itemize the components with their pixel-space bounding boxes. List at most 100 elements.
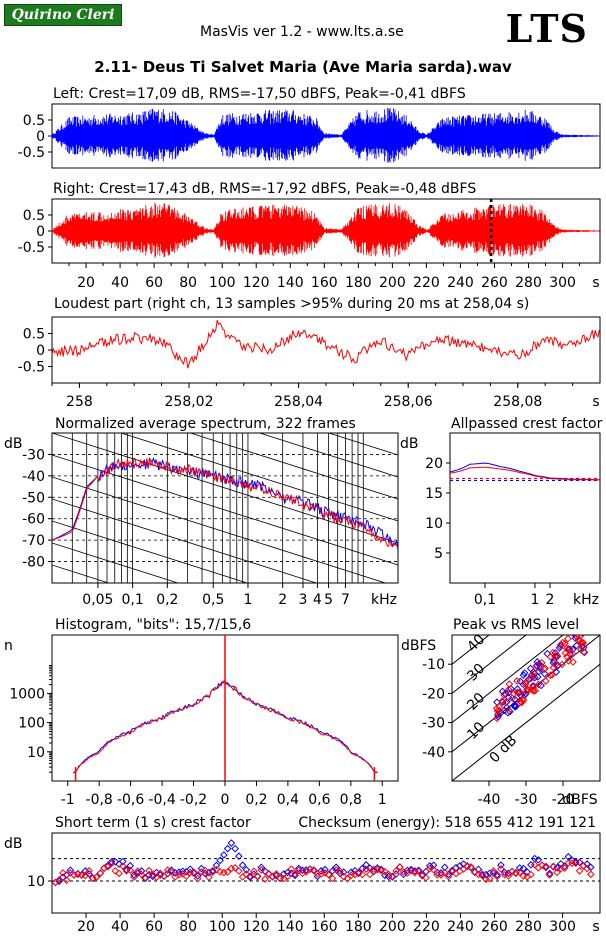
shortcrest-point — [583, 864, 591, 873]
shortcrest-point — [96, 869, 105, 878]
histogram-ylabel: n — [4, 638, 13, 654]
spectrum-xtick-label: 3 — [299, 592, 308, 608]
shortcrest-point — [115, 869, 123, 878]
shortcrest-point — [515, 868, 524, 877]
shortcrest-point — [238, 873, 247, 881]
peakrms-crest-line — [452, 663, 600, 781]
spectrum-xtick-label: 2 — [278, 592, 287, 608]
loudest-xtick-label: 258,04 — [274, 394, 323, 410]
histogram-xtick-label: 0 — [221, 792, 230, 808]
shortcrest-point — [62, 876, 71, 885]
shortcrest-point — [283, 872, 292, 881]
spectrum-series-left — [52, 456, 398, 550]
shortcrest-point — [564, 852, 573, 861]
shortcrest-point — [384, 870, 393, 879]
peakrms-point — [521, 678, 530, 687]
shortcrest-point — [104, 862, 112, 871]
peakrms-ytick-label: -20 — [422, 686, 445, 702]
peakrms-point — [563, 652, 571, 661]
peakrms-point — [534, 667, 543, 676]
shortcrest-xtick-label: 220 — [413, 919, 440, 935]
time-tick-label: s — [592, 275, 599, 291]
loudest-xtick-label: 258,06 — [384, 394, 433, 410]
peakrms-point — [551, 660, 560, 669]
peakrms-point — [578, 635, 586, 636]
shortcrest-point — [440, 863, 449, 872]
peakrms-point — [520, 669, 529, 677]
shortcrest-point — [167, 868, 176, 876]
peakrms-point — [515, 698, 524, 707]
time-tick-label: 100 — [209, 275, 236, 291]
right-channel-title: Right: Crest=17,43 dB, RMS=-17,92 dBFS, … — [53, 181, 476, 197]
shortcrest-point — [223, 844, 232, 853]
spectrum-ytick-label: -50 — [22, 490, 45, 506]
shortcrest-point — [444, 872, 453, 881]
shortcrest-xtick-label: 140 — [277, 919, 304, 935]
shortcrest-point — [242, 865, 251, 874]
spectrum-slope-line — [258, 433, 398, 478]
shortcrest-point — [85, 867, 93, 875]
shortcrest-point — [422, 873, 430, 882]
shortcrest-point — [272, 870, 281, 878]
peakrms-crest-line — [452, 635, 564, 724]
shortcrest-point — [343, 874, 352, 883]
shortcrest-xtick-label: 160 — [311, 919, 338, 935]
spectrum-slope-line — [327, 433, 398, 456]
shortcrest-title: Short term (1 s) crest factor — [55, 815, 251, 831]
histogram-ytick-label: 1000 — [9, 686, 45, 702]
shortcrest-point — [81, 871, 90, 880]
shortcrest-point — [235, 867, 243, 875]
peakrms-ylabel: dBFS — [401, 638, 436, 654]
shortcrest-point — [504, 872, 513, 880]
brand-logo: LTS — [505, 6, 588, 51]
histogram-xtick-label: -0,2 — [180, 792, 207, 808]
peakrms-point — [530, 668, 538, 677]
left-channel-title: Left: Crest=17,09 dB, RMS=-17,50 dBFS, P… — [53, 86, 466, 102]
peakrms-point — [529, 687, 538, 695]
shortcrest-point — [201, 866, 209, 875]
peakrms-point — [556, 642, 565, 650]
shortcrest-xtick-label: 120 — [243, 919, 270, 935]
spectrum-slope-line — [52, 433, 398, 544]
right-channel-ytick-label: 0.5 — [23, 208, 45, 224]
peakrms-point — [534, 680, 543, 689]
shortcrest-point — [220, 851, 228, 859]
spectrum-slope-line — [189, 433, 398, 500]
spectrum-plot — [52, 433, 398, 583]
peakrms-point — [540, 665, 549, 674]
peakrms-point — [537, 658, 546, 667]
peakrms-point — [577, 635, 586, 639]
loudest-xtick-label: 258,02 — [165, 394, 214, 410]
shortcrest-point — [118, 857, 127, 866]
histogram-xtick-label: 0,4 — [277, 792, 299, 808]
allpassed-xtick-label: 2 — [546, 592, 555, 608]
shortcrest-point — [586, 870, 595, 879]
allpassed-ylabel: dB — [400, 436, 419, 452]
histogram-xtick-label: -0,4 — [148, 792, 175, 808]
shortcrest-point — [309, 866, 318, 875]
shortcrest-point — [92, 873, 101, 882]
peakrms-point — [498, 697, 507, 705]
time-tick-label: 60 — [145, 275, 163, 291]
shortcrest-point — [459, 865, 468, 873]
shortcrest-point — [328, 874, 337, 883]
shortcrest-point — [534, 863, 543, 872]
shortcrest-point — [362, 861, 370, 869]
peakrms-diag-label: 0 dB — [487, 732, 521, 766]
peakrms-point — [505, 680, 514, 688]
time-tick-label: 300 — [549, 275, 576, 291]
shortcrest-point — [231, 844, 239, 853]
shortcrest-point — [205, 873, 213, 882]
peakrms-point — [561, 639, 569, 648]
shortcrest-point — [336, 867, 344, 875]
spectrum-slope-line — [52, 542, 180, 583]
peakrms-ytick-label: -10 — [422, 657, 445, 673]
shortcrest-point — [107, 859, 116, 868]
shortcrest-point — [235, 852, 243, 861]
time-tick-label: 200 — [379, 275, 406, 291]
left-channel-ytick-label: -0.5 — [18, 145, 45, 161]
allpassed-ytick-label: 10 — [425, 516, 443, 532]
time-tick-label: 20 — [77, 275, 95, 291]
shortcrest-point — [261, 875, 269, 883]
